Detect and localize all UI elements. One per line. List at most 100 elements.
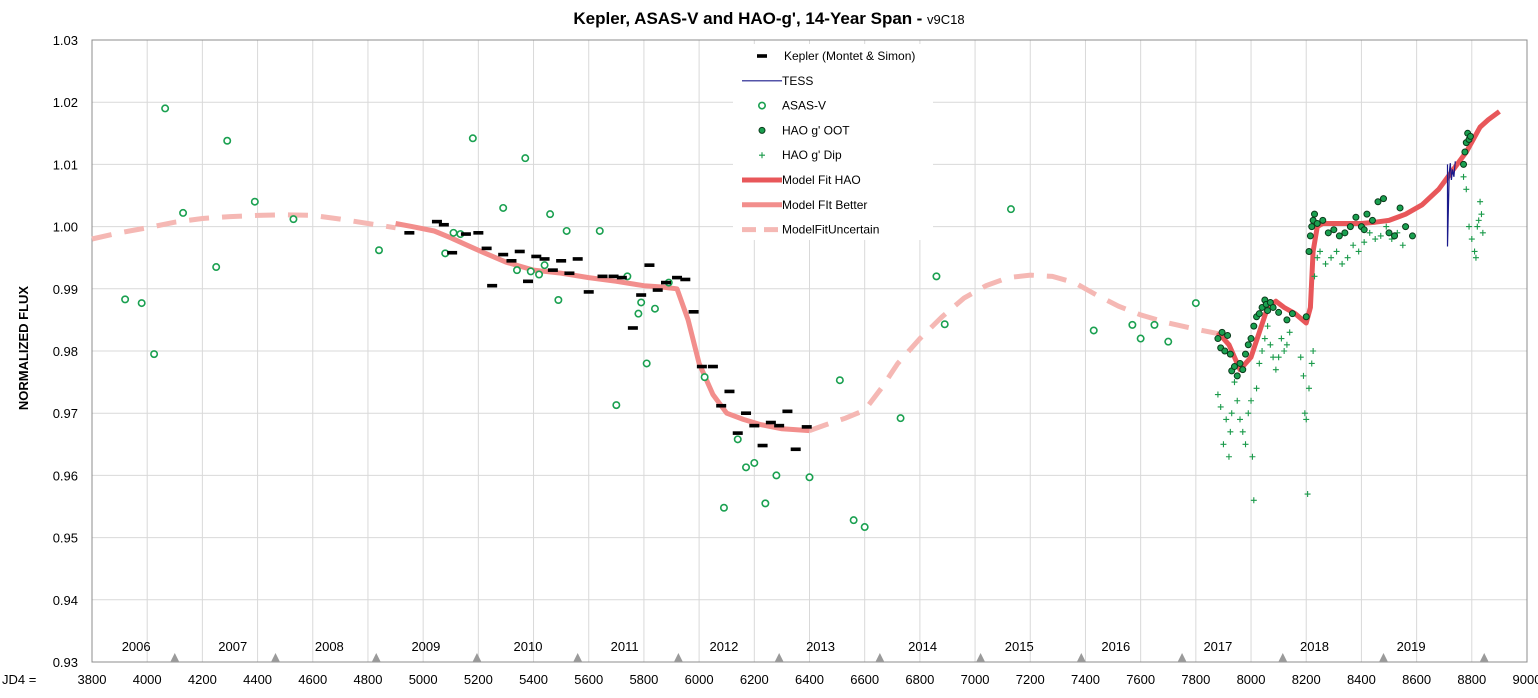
kepler-point: [583, 290, 594, 294]
asas-point: [742, 463, 751, 472]
kepler-point: [801, 425, 812, 429]
asas-point: [468, 134, 477, 143]
hao-dip-point: [1261, 335, 1268, 342]
hao-oot-point: [1352, 213, 1360, 221]
x-tick-label: 3800: [78, 672, 107, 687]
y-tick-label: 0.99: [53, 282, 78, 297]
asas-point: [546, 210, 555, 219]
hao-dip-point: [1466, 223, 1473, 230]
hao-dip-point: [1399, 242, 1406, 249]
hao-dip-point: [1286, 329, 1293, 336]
legend-entry-label: Model Fit HAO: [782, 173, 861, 187]
asas-point: [700, 373, 709, 382]
asas-point: [719, 503, 728, 512]
model-uncertain-line: [808, 272, 1219, 433]
legend-entry-label: Kepler (Montet & Simon): [784, 49, 915, 63]
hao-oot-point: [1214, 335, 1222, 343]
hao-dip-point: [1344, 254, 1351, 261]
legend-entry-label: Model FIt Better: [782, 198, 867, 212]
hao-dip-point: [1471, 248, 1478, 255]
kepler-point: [608, 274, 619, 279]
legend-entry-label: HAO g' OOT: [782, 123, 850, 137]
hao-oot-point: [1239, 366, 1247, 374]
hao-dip-point: [1234, 397, 1241, 404]
model-uncertain-line: [91, 212, 396, 242]
year-label: 2016: [1101, 639, 1130, 654]
y-axis-label: NORMALIZED FLUX: [16, 286, 31, 411]
hao-dip-point: [1468, 236, 1475, 243]
asas-point: [860, 523, 869, 532]
hao-dip-point: [1472, 254, 1479, 261]
x-tick-label: 6600: [850, 672, 879, 687]
asas-point: [849, 516, 858, 525]
kepler-point: [741, 411, 752, 415]
legend-box: [733, 44, 933, 240]
kepler-point: [627, 326, 638, 330]
asas-point: [161, 104, 170, 113]
hao-dip-point: [1333, 248, 1340, 255]
hao-dip-point: [1237, 416, 1243, 423]
legend-symbol-kepler: [757, 54, 767, 58]
y-tick-label: 1.03: [53, 33, 78, 48]
asas-point: [521, 154, 530, 163]
year-marker-triangle: [774, 653, 784, 662]
y-tick-label: 1.01: [53, 157, 78, 172]
hao-dip-point: [1264, 323, 1271, 330]
hao-oot-point: [1283, 316, 1291, 324]
y-tick-label: 1.02: [53, 95, 78, 110]
x-tick-label: 4600: [298, 672, 327, 687]
asas-point: [540, 261, 549, 270]
year-marker-triangle: [1177, 653, 1187, 662]
hao-dip-point: [1223, 416, 1230, 423]
asas-point: [526, 267, 535, 276]
hao-dip-point: [1270, 354, 1277, 361]
x-tick-label: 5200: [464, 672, 493, 687]
hao-dip-point: [1239, 428, 1246, 435]
x-tick-label: 5000: [409, 672, 438, 687]
hao-oot-point: [1244, 341, 1252, 349]
hao-dip-point: [1308, 360, 1315, 367]
legend-entry-label: ASAS-V: [782, 99, 826, 113]
hao-dip-point: [1372, 236, 1379, 243]
asas-point: [512, 266, 521, 275]
hao-dip-point: [1303, 416, 1310, 423]
asas-point: [932, 272, 941, 281]
asas-point: [612, 401, 621, 410]
hao-dip-point: [1242, 441, 1249, 448]
x-tick-label: 6800: [905, 672, 934, 687]
kepler-point: [680, 277, 691, 282]
asas-point: [650, 304, 659, 313]
year-marker-triangle: [1479, 653, 1489, 662]
asas-point: [554, 295, 563, 304]
asas-point: [1136, 334, 1145, 343]
plot-border: [91, 39, 1528, 663]
hao-dip-point: [1366, 229, 1373, 236]
hao-dip-point: [1383, 223, 1390, 230]
year-label: 2019: [1397, 639, 1426, 654]
kepler-point: [672, 275, 683, 280]
kepler-point: [539, 257, 550, 261]
hao-oot-point: [1305, 247, 1313, 255]
x-tick-label: 4200: [188, 672, 217, 687]
year-marker-triangle: [371, 653, 381, 662]
hao-dip-point: [1249, 453, 1256, 460]
x-tick-label: 5400: [519, 672, 548, 687]
hao-oot-point: [1385, 229, 1393, 237]
asas-point: [289, 215, 298, 224]
year-label: 2007: [218, 639, 247, 654]
asas-point: [637, 298, 646, 307]
kepler-point: [523, 279, 534, 284]
hao-oot-point: [1391, 232, 1399, 240]
gridlines: [91, 39, 1528, 663]
hao-oot-point: [1264, 307, 1272, 315]
asas-point: [499, 203, 508, 212]
hao-oot-point: [1224, 331, 1232, 339]
hao-oot-point: [1335, 232, 1343, 240]
year-marker-triangle: [1278, 653, 1288, 662]
hao-oot-point: [1330, 226, 1338, 234]
kepler-point: [696, 364, 707, 369]
asas-point: [1191, 299, 1200, 308]
asas-point: [150, 350, 159, 359]
hao-oot-point: [1269, 303, 1277, 311]
kepler-point: [404, 231, 415, 235]
